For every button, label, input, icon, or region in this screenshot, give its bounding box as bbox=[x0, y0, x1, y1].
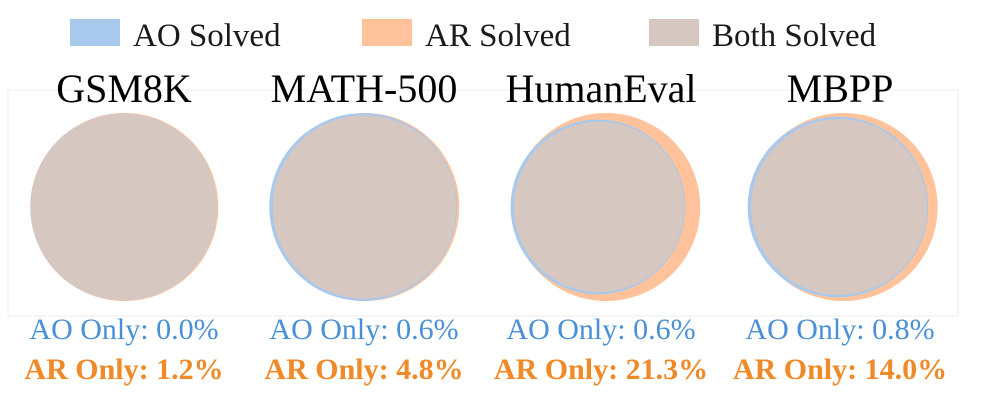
ao-only-label: AO Only: 0.6% bbox=[269, 313, 458, 346]
legend-swatch-ar bbox=[362, 19, 412, 46]
panel-title: HumanEval bbox=[505, 66, 696, 111]
venn-panel: GSM8K AO Only: 0.0% AR Only: 1.2% bbox=[24, 66, 223, 386]
venn-panel: MBPP AO Only: 0.8% AR Only: 14.0% bbox=[733, 66, 947, 386]
panel-title: GSM8K bbox=[56, 66, 192, 111]
both-solved-circle bbox=[272, 115, 457, 299]
ar-only-label: AR Only: 21.3% bbox=[494, 353, 708, 386]
legend-swatch-ao bbox=[70, 19, 120, 46]
panels: GSM8K AO Only: 0.0% AR Only: 1.2% MATH-500 A… bbox=[24, 66, 947, 386]
panel-title: MATH-500 bbox=[271, 66, 458, 111]
venn-panel: HumanEval AO Only: 0.6% AR Only: 21.3% bbox=[494, 66, 708, 386]
ao-only-label: AO Only: 0.6% bbox=[506, 313, 695, 346]
legend-swatch-both bbox=[649, 19, 699, 46]
ar-only-label: AR Only: 1.2% bbox=[24, 353, 223, 386]
ao-only-label: AO Only: 0.0% bbox=[29, 313, 218, 346]
both-solved-circle bbox=[513, 121, 685, 293]
ar-only-label: AR Only: 14.0% bbox=[733, 353, 947, 386]
both-solved-circle bbox=[751, 119, 928, 295]
legend-label-ar: AR Solved bbox=[425, 18, 571, 54]
legend-label-both: Both Solved bbox=[712, 18, 877, 54]
ao-only-label: AO Only: 0.8% bbox=[745, 313, 934, 346]
venn-panel: MATH-500 AO Only: 0.6% AR Only: 4.8% bbox=[264, 66, 463, 386]
legend-entry-ar: AR Solved bbox=[362, 18, 571, 54]
legend-label-ao: AO Solved bbox=[133, 18, 281, 54]
legend-entry-both: Both Solved bbox=[649, 18, 877, 54]
panel-title: MBPP bbox=[787, 66, 894, 111]
both-solved-circle bbox=[30, 113, 218, 301]
ar-only-label: AR Only: 4.8% bbox=[264, 353, 463, 386]
legend-entry-ao: AO Solved bbox=[70, 18, 281, 54]
legend: AO Solved AR Solved Both Solved bbox=[70, 18, 877, 54]
